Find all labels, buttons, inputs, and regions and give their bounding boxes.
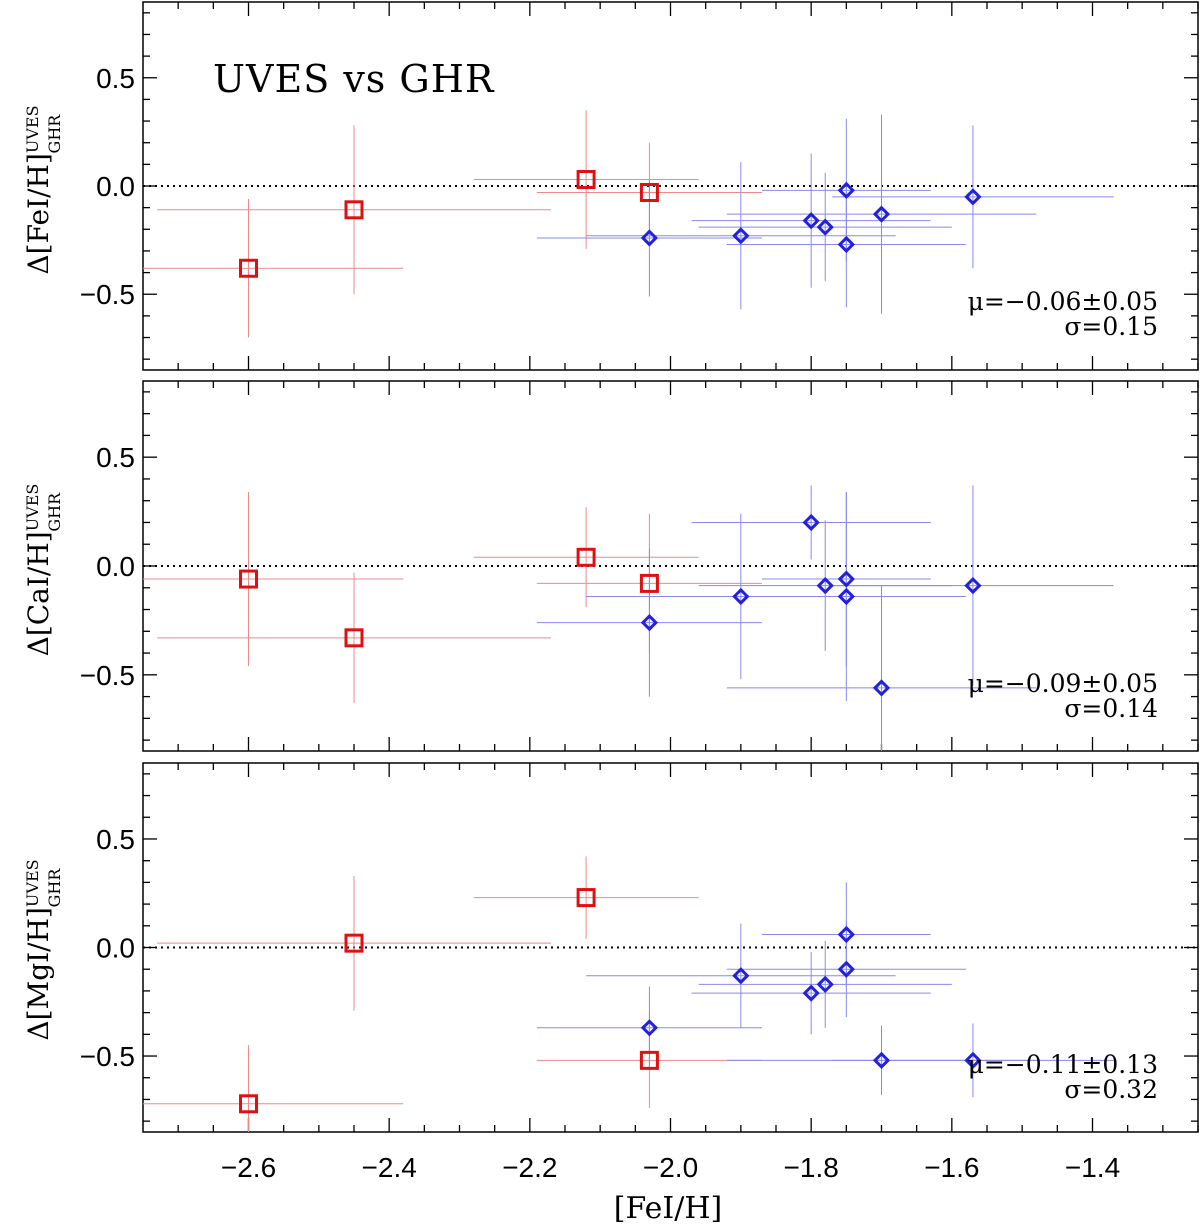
tick-marks: [143, 2, 1199, 370]
panel-mg: −0.50.00.5 −2.6 −2.4 −2.2 −2.0 −1.8 −1.6 −1.4 …: [22, 762, 1199, 1183]
diamond-marker-icon: [872, 205, 891, 223]
y-label-sup: UVES: [23, 105, 42, 153]
x-tick-label: −2.2: [502, 1152, 557, 1183]
x-tick-label: −2.6: [221, 1152, 276, 1183]
y-tick-label: −0.5: [80, 279, 135, 310]
x-tick-label: −1.6: [924, 1152, 979, 1183]
error-bars: [143, 485, 1114, 751]
y-axis-label: Δ[MgI/H]UVES GHR: [22, 859, 64, 1040]
y-tick-label: −0.5: [80, 660, 135, 691]
y-tick-label: 0.0: [96, 551, 135, 582]
diamond-marker-icon: [964, 576, 982, 595]
y-tick-label: 0.5: [96, 824, 135, 855]
y-label-main: Δ[CaI/H]: [22, 531, 55, 656]
square-marker-icon: [344, 200, 364, 220]
diamond-marker-icon: [964, 188, 982, 206]
stats-mu: μ=−0.06±0.05: [968, 287, 1158, 316]
diamond-marker-icon: [816, 975, 834, 994]
y-tick-label: −0.5: [80, 1041, 135, 1072]
stats-sigma: σ=0.15: [1064, 312, 1158, 341]
y-axis-label: Δ[FeI/H]UVES GHR: [22, 105, 64, 274]
diamond-marker-icon: [640, 229, 659, 247]
y-label-sup: UVES: [23, 484, 42, 532]
square-marker-icon: [576, 888, 596, 908]
stats-mu: μ=−0.11±0.13: [968, 1050, 1158, 1079]
diamond-marker-icon: [802, 513, 820, 532]
x-tick-label: −1.8: [784, 1152, 839, 1183]
y-label-sub: GHR: [45, 492, 64, 532]
data-markers: [239, 170, 982, 278]
y-label-sup: UVES: [23, 859, 42, 907]
y-tick-label: 0.0: [96, 171, 135, 202]
figure-annotation: UVES vs GHR: [213, 57, 495, 101]
square-marker-icon: [344, 933, 364, 953]
diamond-marker-icon: [964, 1051, 982, 1069]
square-marker-icon: [576, 547, 596, 567]
diamond-marker-icon: [640, 1019, 659, 1037]
square-marker-icon: [639, 1050, 659, 1070]
y-label-main: Δ[MgI/H]: [22, 907, 55, 1041]
square-marker-icon: [576, 170, 596, 190]
square-marker-icon: [639, 182, 659, 202]
y-tick-label: 0.5: [96, 442, 135, 473]
stats-sigma: σ=0.14: [1064, 694, 1158, 723]
x-axis-label: [FeI/H]: [614, 1191, 722, 1225]
diamond-marker-icon: [802, 984, 820, 1002]
y-axis-label: Δ[CaI/H]UVES GHR: [22, 484, 64, 657]
panel-fe: −0.5 0.0 0.5 UVES vs GHR μ=−0.06±0.05 σ=0.…: [22, 1, 1199, 371]
y-tick-labels: −0.5 0.0 0.5: [80, 442, 135, 691]
x-tick-labels: −2.6 −2.4 −2.2 −2.0 −1.8 −1.6 −1.4: [221, 1152, 1120, 1183]
diamond-marker-icon: [732, 967, 750, 985]
square-marker-icon: [639, 573, 659, 593]
stats-mu: μ=−0.09±0.05: [968, 669, 1158, 698]
diamond-marker-icon: [816, 218, 834, 236]
diamond-marker-icon: [837, 570, 855, 588]
x-tick-label: −2.0: [643, 1152, 698, 1183]
diamond-marker-icon: [872, 1051, 891, 1069]
square-marker-icon: [239, 258, 258, 278]
error-bars: [143, 856, 1114, 1132]
y-tick-labels: −0.5 0.0 0.5: [80, 824, 135, 1072]
y-label-sub: GHR: [45, 114, 64, 154]
tick-marks: [143, 763, 1199, 1132]
diamond-marker-icon: [837, 925, 855, 944]
diamond-marker-icon: [837, 235, 855, 254]
y-tick-labels: −0.5 0.0 0.5: [80, 63, 135, 310]
y-tick-label: 0.5: [96, 63, 135, 94]
diamond-marker-icon: [816, 576, 834, 595]
y-tick-label: 0.0: [96, 933, 135, 964]
y-label-sub: GHR: [45, 868, 64, 908]
x-tick-label: −1.4: [1065, 1152, 1120, 1183]
diamond-marker-icon: [732, 587, 750, 606]
square-marker-icon: [239, 1094, 258, 1114]
diamond-marker-icon: [640, 613, 659, 632]
diamond-marker-icon: [732, 227, 750, 245]
diamond-marker-icon: [872, 679, 891, 697]
data-markers: [239, 888, 982, 1114]
square-marker-icon: [344, 628, 364, 648]
y-label-main: Δ[FeI/H]: [22, 153, 55, 274]
stats-sigma: σ=0.32: [1064, 1075, 1158, 1104]
data-markers: [239, 513, 982, 697]
x-tick-label: −2.4: [362, 1152, 417, 1183]
diamond-marker-icon: [837, 181, 855, 199]
diamond-marker-icon: [837, 587, 855, 606]
error-bars: [143, 110, 1114, 338]
diamond-marker-icon: [802, 212, 820, 230]
square-marker-icon: [239, 569, 258, 589]
panel-ca: −0.5 0.0 0.5 μ=−0.09±0.05 σ=0.14 Δ[CaI/H]U…: [22, 380, 1199, 752]
diamond-marker-icon: [837, 960, 855, 978]
